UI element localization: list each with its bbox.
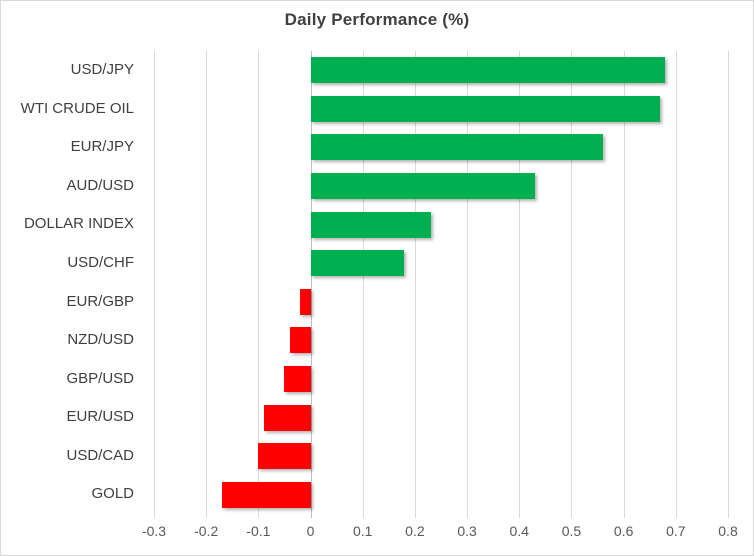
gridline bbox=[154, 51, 155, 518]
bar-nzd-usd bbox=[289, 327, 311, 354]
bar-eur-jpy bbox=[310, 134, 603, 161]
plot-area bbox=[154, 51, 729, 518]
category-label-gold: GOLD bbox=[91, 485, 134, 503]
bar-gbp-usd bbox=[284, 365, 311, 392]
category-label-usd-jpy: USD/JPY bbox=[70, 61, 134, 78]
value-tick-label-0.8: 0.8 bbox=[718, 523, 738, 539]
gridline bbox=[467, 51, 469, 518]
bar-eur-usd bbox=[263, 404, 311, 431]
gridline bbox=[519, 51, 521, 518]
gridline bbox=[728, 51, 729, 518]
bar-wti-crude-oil bbox=[310, 95, 661, 122]
category-label-usd-chf: USD/CHF bbox=[67, 253, 134, 271]
bar-aud-usd bbox=[310, 173, 535, 200]
value-tick-label--0.3: -0.3 bbox=[141, 523, 167, 539]
bar-dollar-index bbox=[310, 211, 431, 238]
bar-eur-gbp bbox=[300, 288, 311, 315]
gridline bbox=[571, 51, 573, 518]
category-label-aud-usd: AUD/USD bbox=[66, 176, 134, 194]
gridline bbox=[206, 51, 208, 518]
bar-usd-jpy bbox=[310, 57, 666, 84]
category-label-nzd-usd: NZD/USD bbox=[67, 331, 134, 349]
value-tick-label--0.2: -0.2 bbox=[194, 523, 219, 539]
category-label-eur-usd: EUR/USD bbox=[66, 408, 134, 426]
value-tick-label--0.1: -0.1 bbox=[246, 523, 271, 539]
bar-usd-cad bbox=[258, 443, 311, 470]
value-tick-label-0.4: 0.4 bbox=[509, 523, 529, 539]
category-label-eur-jpy: EUR/JPY bbox=[70, 138, 134, 156]
bar-gold bbox=[221, 481, 311, 508]
gridline bbox=[362, 51, 364, 518]
value-tick-label-0: 0 bbox=[306, 523, 315, 539]
gridline bbox=[675, 51, 677, 518]
value-tick-label-0.6: 0.6 bbox=[613, 523, 634, 539]
gridline bbox=[414, 51, 416, 518]
value-axis-line bbox=[310, 51, 312, 518]
category-label-dollar-index: DOLLAR INDEX bbox=[23, 215, 134, 233]
value-tick-label-0.1: 0.1 bbox=[352, 523, 373, 539]
chart-title: Daily Performance (%) bbox=[284, 10, 470, 29]
category-label-gbp-usd: GBP/USD bbox=[66, 369, 134, 387]
category-axis-labels: USD/JPY WTI CRUDE OIL EUR/JPY AUD/USD DOLLAR… bbox=[1, 51, 142, 514]
value-tick-label-0.7: 0.7 bbox=[666, 523, 686, 539]
gridline bbox=[623, 51, 625, 518]
gridline bbox=[258, 51, 260, 518]
bar-usd-chf bbox=[310, 250, 405, 277]
value-tick-label-0.2: 0.2 bbox=[405, 523, 425, 539]
value-tick-label-0.3: 0.3 bbox=[457, 523, 477, 539]
category-label-eur-gbp: EUR/GBP bbox=[66, 292, 134, 310]
value-axis-tick-labels: -0.3 -0.2 -0.1 0 0.1 0.2 0.3 0.4 0.5 0.6 0.7 0.8 bbox=[142, 523, 738, 543]
value-tick-label-0.5: 0.5 bbox=[561, 523, 582, 539]
category-label-usd-cad: USD/CAD bbox=[66, 446, 134, 464]
category-label-wti-crude-oil: WTI CRUDE OIL bbox=[20, 99, 134, 117]
